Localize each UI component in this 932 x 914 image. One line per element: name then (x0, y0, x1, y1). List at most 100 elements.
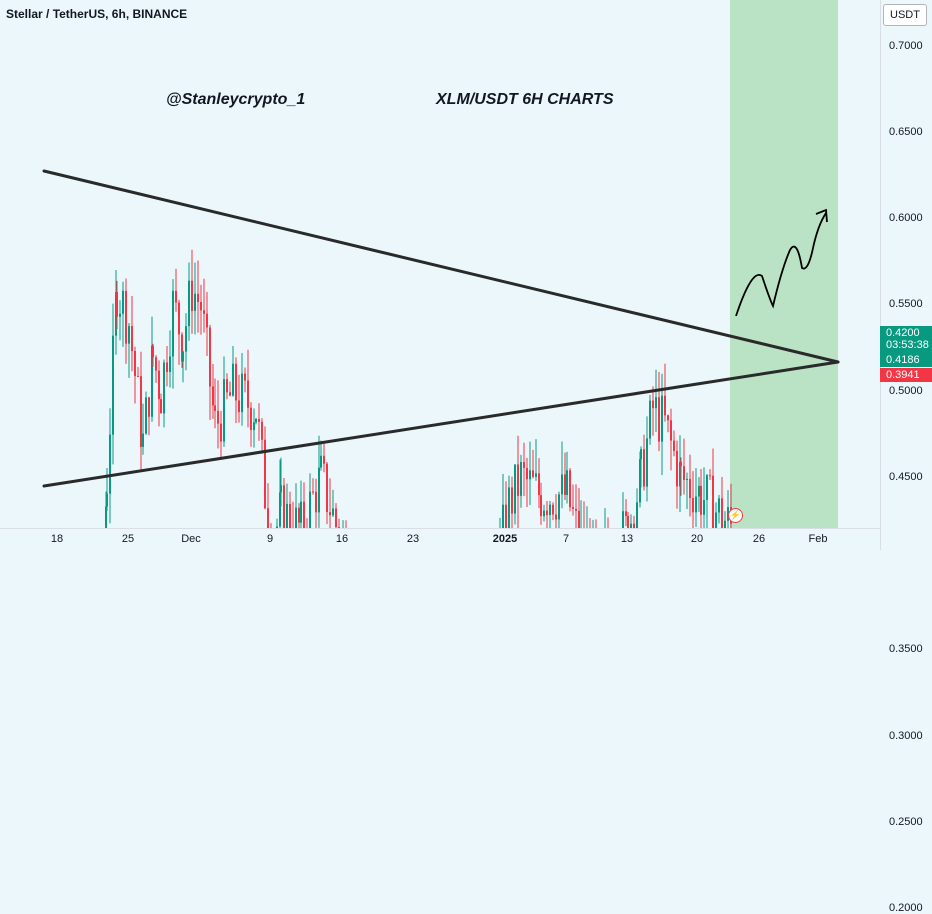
candle-body (229, 392, 231, 396)
time-tick: 16 (335, 533, 349, 545)
candle-body (625, 511, 627, 516)
candle-body (679, 461, 681, 487)
candle-body (689, 478, 691, 499)
chart-plot-area[interactable] (0, 0, 880, 528)
candle-body (661, 395, 663, 442)
last-price: 0.4200 (886, 327, 920, 339)
candle-body (538, 473, 540, 496)
price-axis[interactable]: 0.75000.70000.65000.60000.55000.50000.45… (880, 0, 932, 914)
candle-body (649, 400, 651, 439)
candle-body (676, 450, 678, 487)
entry-price-badge: 0.4186 (880, 353, 932, 367)
price-tick: 0.6500 (889, 125, 923, 138)
candle-body (680, 461, 682, 467)
candle-body (312, 491, 314, 493)
time-tick: 25 (121, 533, 135, 545)
price-tick: 0.2000 (889, 902, 923, 914)
candle-body (505, 504, 507, 528)
candle-body (158, 370, 160, 400)
candle-body (338, 527, 340, 528)
candle-body (667, 415, 669, 421)
candle-body (142, 433, 144, 447)
candle-body (105, 506, 107, 528)
candle-body (622, 511, 624, 528)
candle-body (578, 510, 580, 528)
candle-body (558, 494, 560, 520)
candle-body (134, 351, 136, 377)
candle-body (502, 504, 504, 528)
candle-body (148, 397, 150, 417)
candle-body (508, 487, 510, 528)
lightning-icon[interactable]: ⚡ (728, 508, 743, 523)
candle-body (235, 363, 237, 401)
candle-body (172, 290, 174, 357)
candle-body (686, 478, 688, 481)
candle-body (140, 376, 142, 447)
candle-body (119, 313, 121, 317)
candle-body (261, 421, 263, 440)
candle-body (212, 386, 214, 406)
candle-body (155, 357, 157, 371)
candle-body (209, 327, 211, 387)
candle-body (286, 503, 288, 528)
candle-body (664, 395, 666, 416)
candle-body (109, 434, 111, 494)
candle-body (572, 507, 574, 509)
candle-body (250, 407, 252, 431)
candle-body (511, 487, 513, 514)
candle-body (535, 473, 537, 477)
candle-body (724, 520, 726, 528)
candle-body (658, 397, 660, 442)
candle-body (712, 475, 714, 528)
countdown: 03:53:38 (886, 339, 929, 351)
price-tick: 0.3000 (889, 729, 923, 742)
candle-body (197, 293, 199, 303)
candle-body (643, 449, 645, 487)
candle-body (241, 373, 243, 413)
candle-body (214, 405, 216, 411)
candle-body (540, 495, 542, 517)
candle-body (335, 508, 337, 528)
candle-body (276, 526, 278, 528)
candle-body (718, 498, 720, 513)
price-tick: 0.4500 (889, 470, 923, 483)
candle-body (529, 470, 531, 480)
price-tick: 0.5000 (889, 384, 923, 397)
currency-button[interactable]: USDT (883, 4, 927, 26)
candle-body (258, 418, 260, 422)
candle-body (112, 335, 114, 435)
candle-body (575, 508, 577, 511)
candle-body (289, 503, 291, 528)
time-tick: 20 (690, 533, 704, 545)
candle-body (220, 423, 222, 442)
candle-body (163, 362, 165, 414)
candle-body (280, 485, 282, 493)
candle-body (175, 290, 177, 303)
candle-body (244, 373, 246, 381)
candle-body (695, 496, 697, 513)
price-chart[interactable] (0, 0, 880, 528)
candle-body (264, 439, 266, 509)
candle-body (303, 501, 305, 528)
candle-body (520, 462, 522, 496)
candle-body (267, 508, 269, 528)
candle-body (203, 310, 205, 314)
candle-body (655, 397, 657, 409)
stop-price-badge: 0.3941 (880, 368, 932, 382)
chart-title: XLM/USDT 6H CHARTS (436, 91, 614, 108)
candle-body (673, 440, 675, 451)
candle-body (131, 326, 133, 352)
candle-body (151, 345, 153, 417)
candle-body (532, 470, 534, 477)
candle-body (639, 459, 641, 503)
time-tick: Feb (808, 533, 828, 545)
candle-body (326, 463, 328, 513)
candle-body (320, 455, 322, 468)
time-axis[interactable]: 18 25 Dec 9 16 23 2025 7 13 20 26 Feb (0, 528, 880, 551)
candle-body (627, 515, 629, 528)
projection-arrow (735, 212, 827, 317)
candle-body (709, 475, 711, 477)
candle-body (523, 462, 525, 469)
candle-body (188, 280, 190, 327)
candle-body (255, 418, 257, 423)
